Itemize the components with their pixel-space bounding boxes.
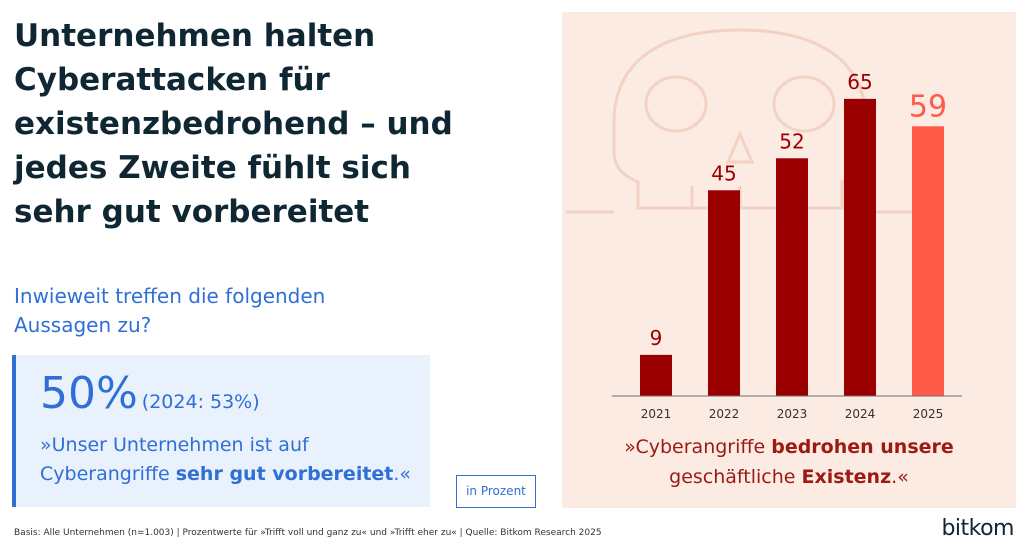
- footnote: Basis: Alle Unternehmen (n=1.003) | Proz…: [14, 528, 602, 538]
- value-label-2021: 9: [650, 326, 663, 350]
- chart-panel: 9 2021 45 2022 52 2023 65 2024 59 2025 »Cyberangr…: [562, 12, 1016, 508]
- stat-value: 50%: [40, 368, 138, 419]
- stat-quote-emphasis: sehr gut vorbereitet: [175, 463, 394, 485]
- chart-quote-emphasis-1: bedrohen unsere: [771, 436, 954, 458]
- survey-question: Inwieweit treffen die folgenden Aussagen…: [14, 284, 326, 337]
- stat-previous-year: (2024: 53%): [141, 391, 260, 413]
- stat-box: 50% (2024: 53%) »Unser Unternehmen ist au…: [12, 355, 430, 507]
- chart-quote-emphasis-2: Existenz: [801, 466, 892, 488]
- bar-chart: 9 2021 45 2022 52 2023 65 2024 59 2025: [566, 28, 962, 421]
- bar-2022: [708, 190, 740, 396]
- value-label-2025: 59: [909, 89, 947, 124]
- unit-badge: in Prozent: [456, 475, 536, 508]
- stat-line: 50% (2024: 53%): [40, 369, 260, 419]
- page-title: Unternehmen halten Cyberattacken für exi…: [14, 18, 453, 230]
- bar-2025: [912, 126, 944, 397]
- x-tick-2023: 2023: [777, 407, 808, 421]
- bitkom-logo: bitkom: [941, 516, 1014, 541]
- bar-2024: [844, 98, 876, 396]
- stat-quote-start: »Unser Unternehmen ist auf Cyberangriffe: [40, 434, 309, 485]
- chart-quote-middle: geschäftliche: [669, 466, 802, 488]
- value-label-2022: 45: [711, 161, 736, 185]
- value-label-2024: 65: [847, 70, 872, 94]
- chart-quote: »Cyberangriffe bedrohen unsere geschäftli…: [562, 432, 1016, 492]
- value-label-2023: 52: [779, 129, 804, 153]
- stat-quote: »Unser Unternehmen ist auf Cyberangriffe…: [40, 431, 420, 489]
- bar-2021: [640, 354, 672, 396]
- x-tick-2024: 2024: [845, 407, 876, 421]
- chart-quote-start: »Cyberangriffe: [624, 436, 772, 458]
- x-tick-2025: 2025: [913, 407, 944, 421]
- x-tick-2021: 2021: [641, 407, 672, 421]
- bar-2023: [776, 158, 808, 396]
- x-tick-2022: 2022: [709, 407, 740, 421]
- stat-quote-end: .«: [393, 463, 412, 485]
- chart-quote-end: .«: [891, 466, 909, 488]
